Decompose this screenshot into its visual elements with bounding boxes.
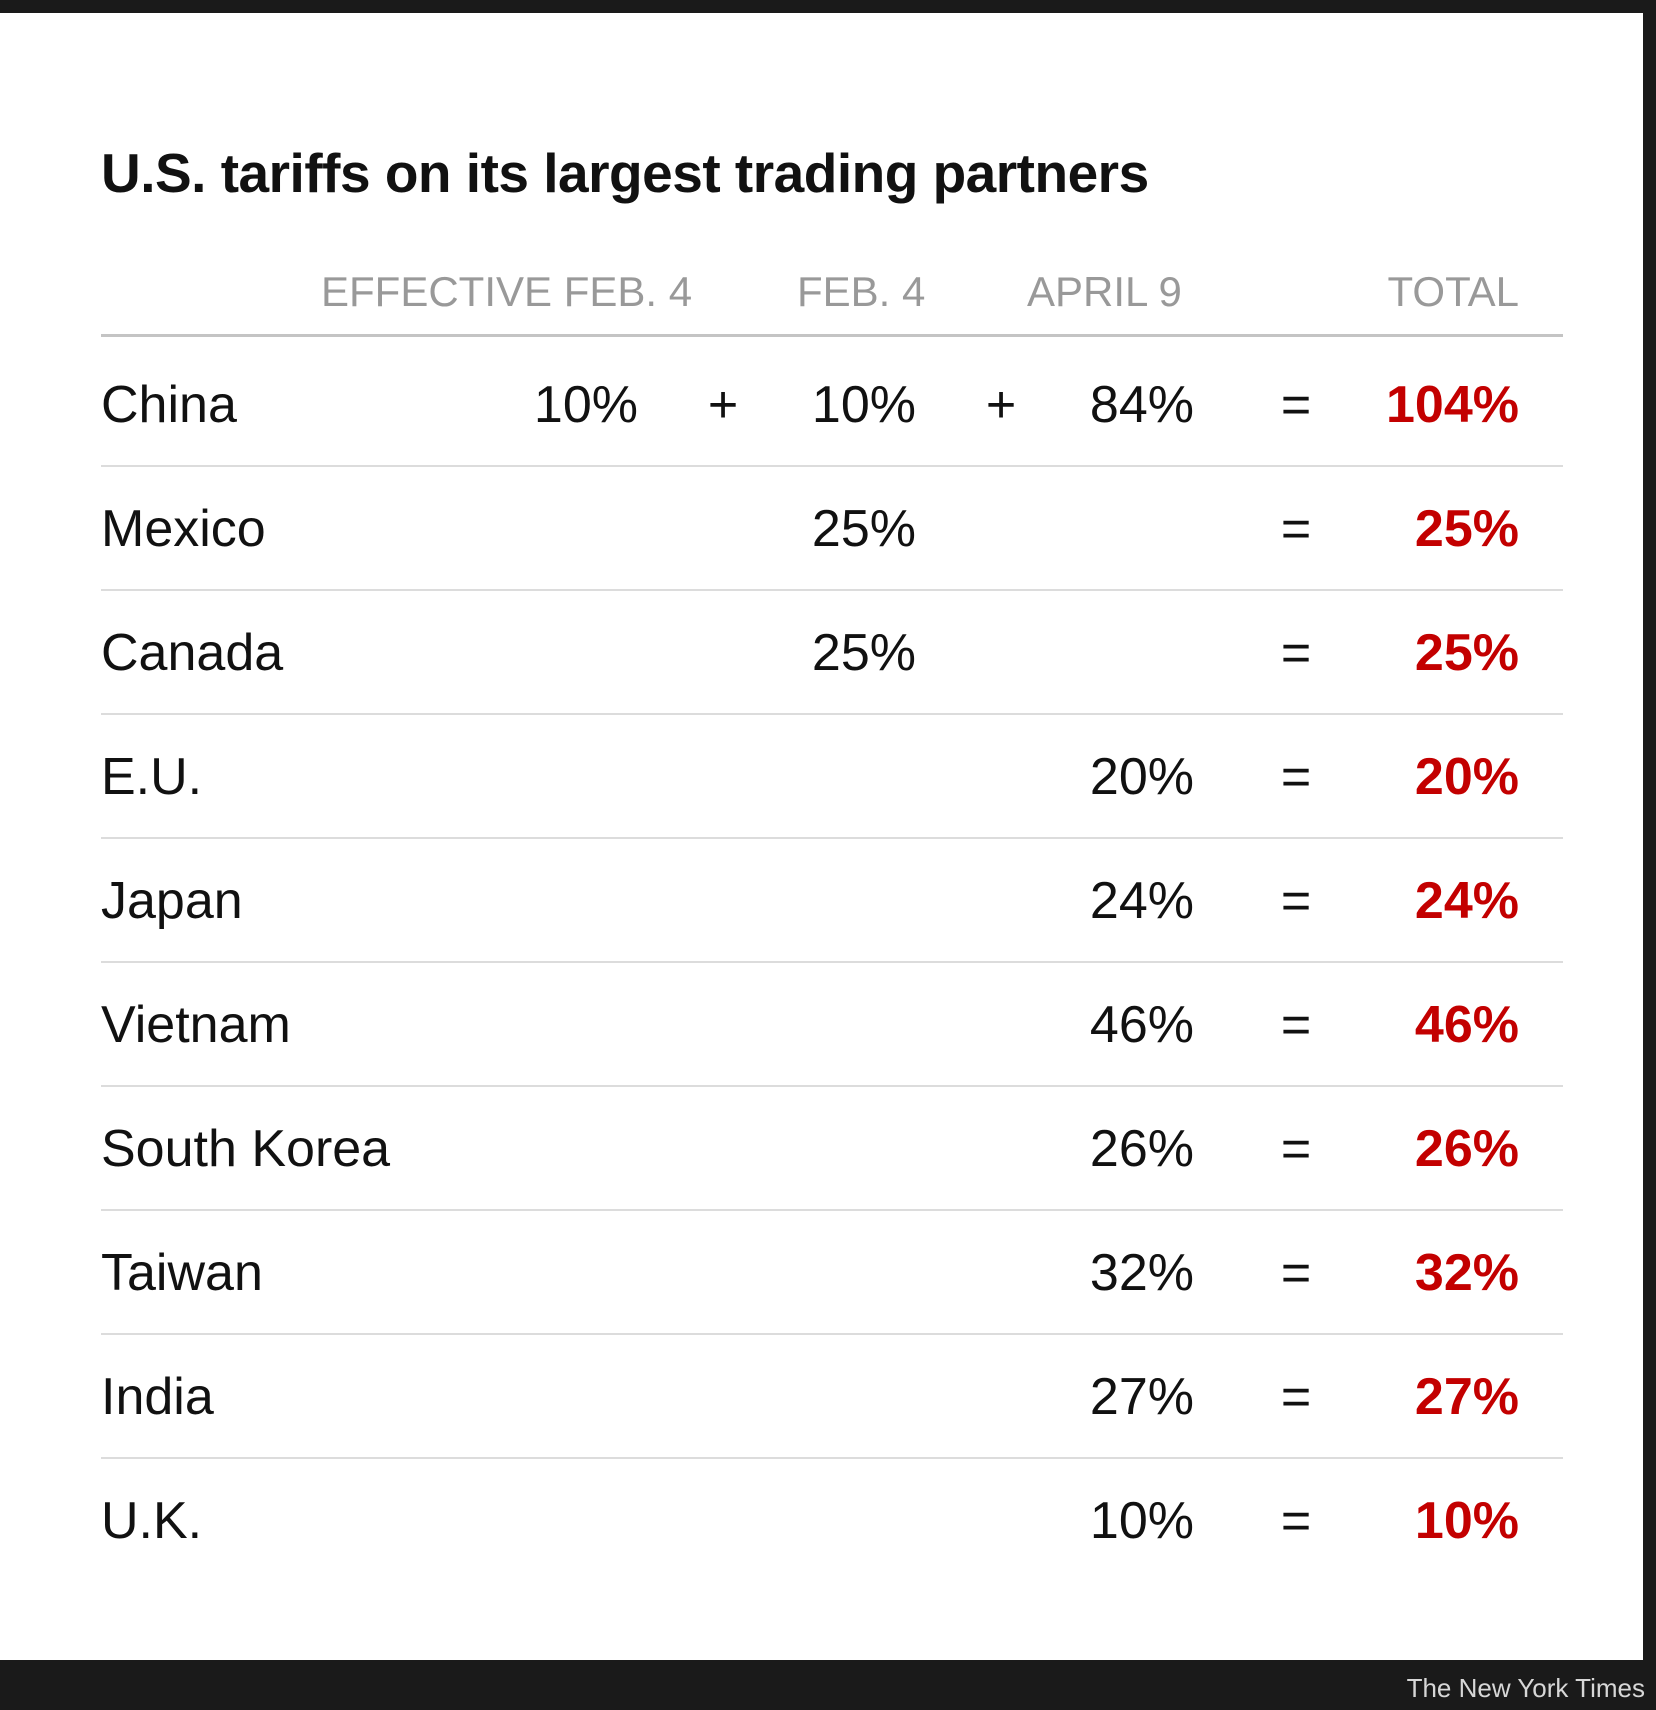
country-label: India bbox=[101, 1368, 214, 1426]
country-label: China bbox=[101, 376, 237, 434]
row-divider bbox=[101, 961, 1563, 963]
equals-operator: = bbox=[1280, 376, 1312, 434]
row-divider bbox=[101, 465, 1563, 467]
equals-operator: = bbox=[1280, 1244, 1312, 1302]
table-row: Mexico 25% = 25% bbox=[0, 467, 1643, 591]
equals-operator: = bbox=[1280, 500, 1312, 558]
row-divider bbox=[101, 1085, 1563, 1087]
table-row: China 10% +10% +84% = 104% bbox=[0, 343, 1643, 467]
row-divider bbox=[101, 1333, 1563, 1335]
equals-operator: = bbox=[1280, 996, 1312, 1054]
equals-operator: = bbox=[1280, 1368, 1312, 1426]
column-header-feb4: FEB. 4 bbox=[797, 268, 926, 315]
equals-operator: = bbox=[1280, 624, 1312, 682]
table-row: India 27% = 27% bbox=[0, 1335, 1643, 1459]
country-label: U.K. bbox=[101, 1492, 203, 1550]
chart-panel: U.S. tariffs on its largest trading part… bbox=[0, 13, 1643, 1660]
total-value: 20% bbox=[1414, 748, 1519, 806]
country-label: Vietnam bbox=[101, 996, 291, 1054]
total-value: 24% bbox=[1414, 872, 1519, 930]
row-divider bbox=[101, 1209, 1563, 1211]
total-value: 46% bbox=[1414, 996, 1519, 1054]
chart-title: U.S. tariffs on its largest trading part… bbox=[101, 142, 1149, 204]
total-value: 32% bbox=[1414, 1244, 1519, 1302]
equals-operator: = bbox=[1280, 1492, 1312, 1550]
equals-operator: = bbox=[1280, 872, 1312, 930]
april9-value: 24% bbox=[1089, 872, 1194, 930]
country-label: Canada bbox=[101, 624, 284, 682]
plus-operator: + bbox=[707, 376, 739, 434]
column-header-effective-feb4: EFFECTIVE FEB. 4 bbox=[321, 268, 693, 315]
feb4-value: 25% bbox=[811, 624, 916, 682]
row-divider bbox=[101, 589, 1563, 591]
table-row: E.U. 20% = 20% bbox=[0, 715, 1643, 839]
table-row: Japan 24% = 24% bbox=[0, 839, 1643, 963]
april9-value: 84% bbox=[1089, 376, 1194, 434]
april9-value: 26% bbox=[1089, 1120, 1194, 1178]
table-body: China 10% +10% +84% = 104% Mexico 25% = 25% Canada… bbox=[0, 13, 1643, 1660]
total-value: 25% bbox=[1414, 500, 1519, 558]
equals-operator: = bbox=[1280, 1120, 1312, 1178]
total-value: 104% bbox=[1386, 376, 1519, 434]
table-row: Vietnam 46% = 46% bbox=[0, 963, 1643, 1087]
april9-value: 46% bbox=[1089, 996, 1194, 1054]
country-label: Taiwan bbox=[101, 1244, 263, 1302]
feb4-value: 25% bbox=[811, 500, 916, 558]
april9-value: 27% bbox=[1089, 1368, 1194, 1426]
total-value: 27% bbox=[1414, 1368, 1519, 1426]
column-header-total: TOTAL bbox=[1387, 268, 1519, 315]
table-row: Canada 25% = 25% bbox=[0, 591, 1643, 715]
total-value: 10% bbox=[1414, 1492, 1519, 1550]
row-divider bbox=[101, 713, 1563, 715]
header-divider bbox=[101, 334, 1563, 337]
table-row: U.K. 10% = 10% bbox=[0, 1459, 1643, 1583]
april9-value: 10% bbox=[1089, 1492, 1194, 1550]
feb4-value: 10% bbox=[811, 376, 916, 434]
country-label: South Korea bbox=[101, 1120, 391, 1178]
country-label: Mexico bbox=[101, 500, 266, 558]
column-header-april9: APRIL 9 bbox=[1027, 268, 1182, 315]
source-credit: The New York Times bbox=[1406, 1673, 1645, 1703]
table-row: South Korea 26% = 26% bbox=[0, 1087, 1643, 1211]
april9-value: 20% bbox=[1089, 748, 1194, 806]
plus-operator: + bbox=[985, 376, 1017, 434]
total-value: 25% bbox=[1414, 624, 1519, 682]
total-value: 26% bbox=[1414, 1120, 1519, 1178]
effective-feb4-value: 10% bbox=[533, 376, 638, 434]
row-divider bbox=[101, 837, 1563, 839]
country-label: Japan bbox=[101, 872, 243, 930]
row-divider bbox=[101, 1457, 1563, 1459]
april9-value: 32% bbox=[1089, 1244, 1194, 1302]
table-row: Taiwan 32% = 32% bbox=[0, 1211, 1643, 1335]
country-label: E.U. bbox=[101, 748, 203, 806]
equals-operator: = bbox=[1280, 748, 1312, 806]
